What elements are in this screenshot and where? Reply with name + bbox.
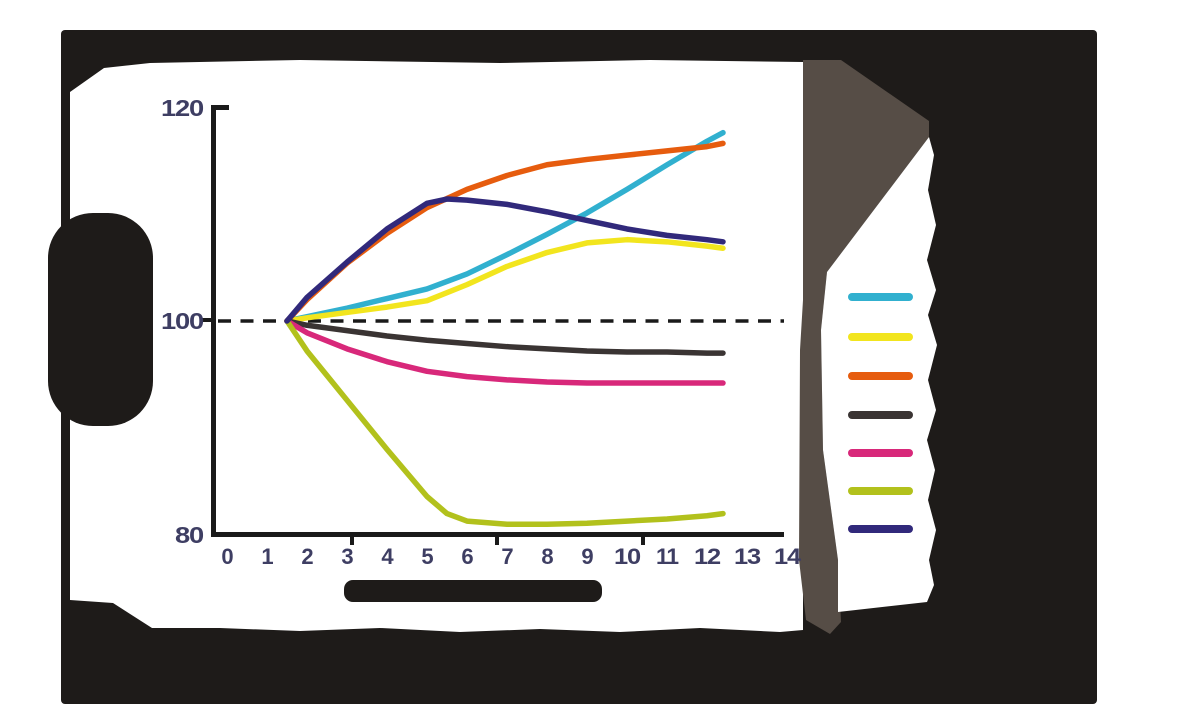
- page-fold-shadow-band: [799, 60, 929, 634]
- x-tick-label-12: 12: [694, 544, 721, 569]
- x-tick-label-4: 4: [381, 544, 394, 569]
- legend-swatch-magenta: [848, 449, 913, 457]
- legend-swatch-cyan: [848, 293, 913, 301]
- obscured-y-axis-title-silhouette: [48, 213, 153, 426]
- series-line-navy: [284, 196, 726, 324]
- legend-swatches: [848, 293, 913, 533]
- y-axis-tick-100: [202, 318, 212, 322]
- y-axis-line: [211, 105, 216, 537]
- series-line-olive-green: [284, 318, 726, 528]
- x-tick-label-6: 6: [461, 544, 473, 569]
- x-tick-label-8: 8: [541, 544, 553, 569]
- x-tick-label-10: 10: [614, 544, 641, 569]
- y-tick-label-80: 80: [175, 522, 203, 548]
- x-tick-label-0: 0: [221, 544, 233, 569]
- y-axis-tick-120: [216, 105, 229, 110]
- x-axis-minor-tick-1: [350, 537, 354, 545]
- x-axis-line: [211, 532, 784, 537]
- series-lines: [284, 129, 726, 528]
- legend-swatch-yellow: [848, 333, 913, 341]
- obscured-x-axis-title-silhouette: [344, 580, 602, 602]
- x-tick-label-14: 14: [774, 544, 802, 569]
- y-tick-labels: 120 100 80: [161, 95, 204, 548]
- x-tick-label-7: 7: [501, 544, 513, 569]
- series-line-dark-gray: [284, 318, 726, 356]
- legend-swatch-orange: [848, 372, 913, 380]
- series-line-yellow: [284, 236, 726, 324]
- y-tick-label-120: 120: [161, 95, 203, 121]
- legend-swatch-olive-green: [848, 487, 913, 495]
- x-tick-label-3: 3: [341, 544, 353, 569]
- x-axis-minor-tick-3: [641, 537, 645, 545]
- x-tick-label-11: 11: [656, 544, 679, 569]
- x-tick-label-9: 9: [581, 544, 593, 569]
- x-tick-label-2: 2: [301, 544, 313, 569]
- series-line-cyan: [284, 129, 726, 324]
- x-tick-label-1: 1: [261, 544, 273, 569]
- legend-swatch-dark-gray: [848, 411, 913, 419]
- x-tick-label-13: 13: [734, 544, 761, 569]
- x-tick-label-5: 5: [421, 544, 433, 569]
- legend-swatch-navy: [848, 525, 913, 533]
- series-line-magenta: [284, 318, 726, 386]
- y-tick-label-100: 100: [161, 308, 203, 334]
- x-axis-minor-tick-2: [495, 537, 499, 545]
- x-tick-labels: 0 1 2 3 4 5 6 7 8 9 10 11 12 13 14: [221, 544, 803, 569]
- chart-panel: [70, 60, 803, 632]
